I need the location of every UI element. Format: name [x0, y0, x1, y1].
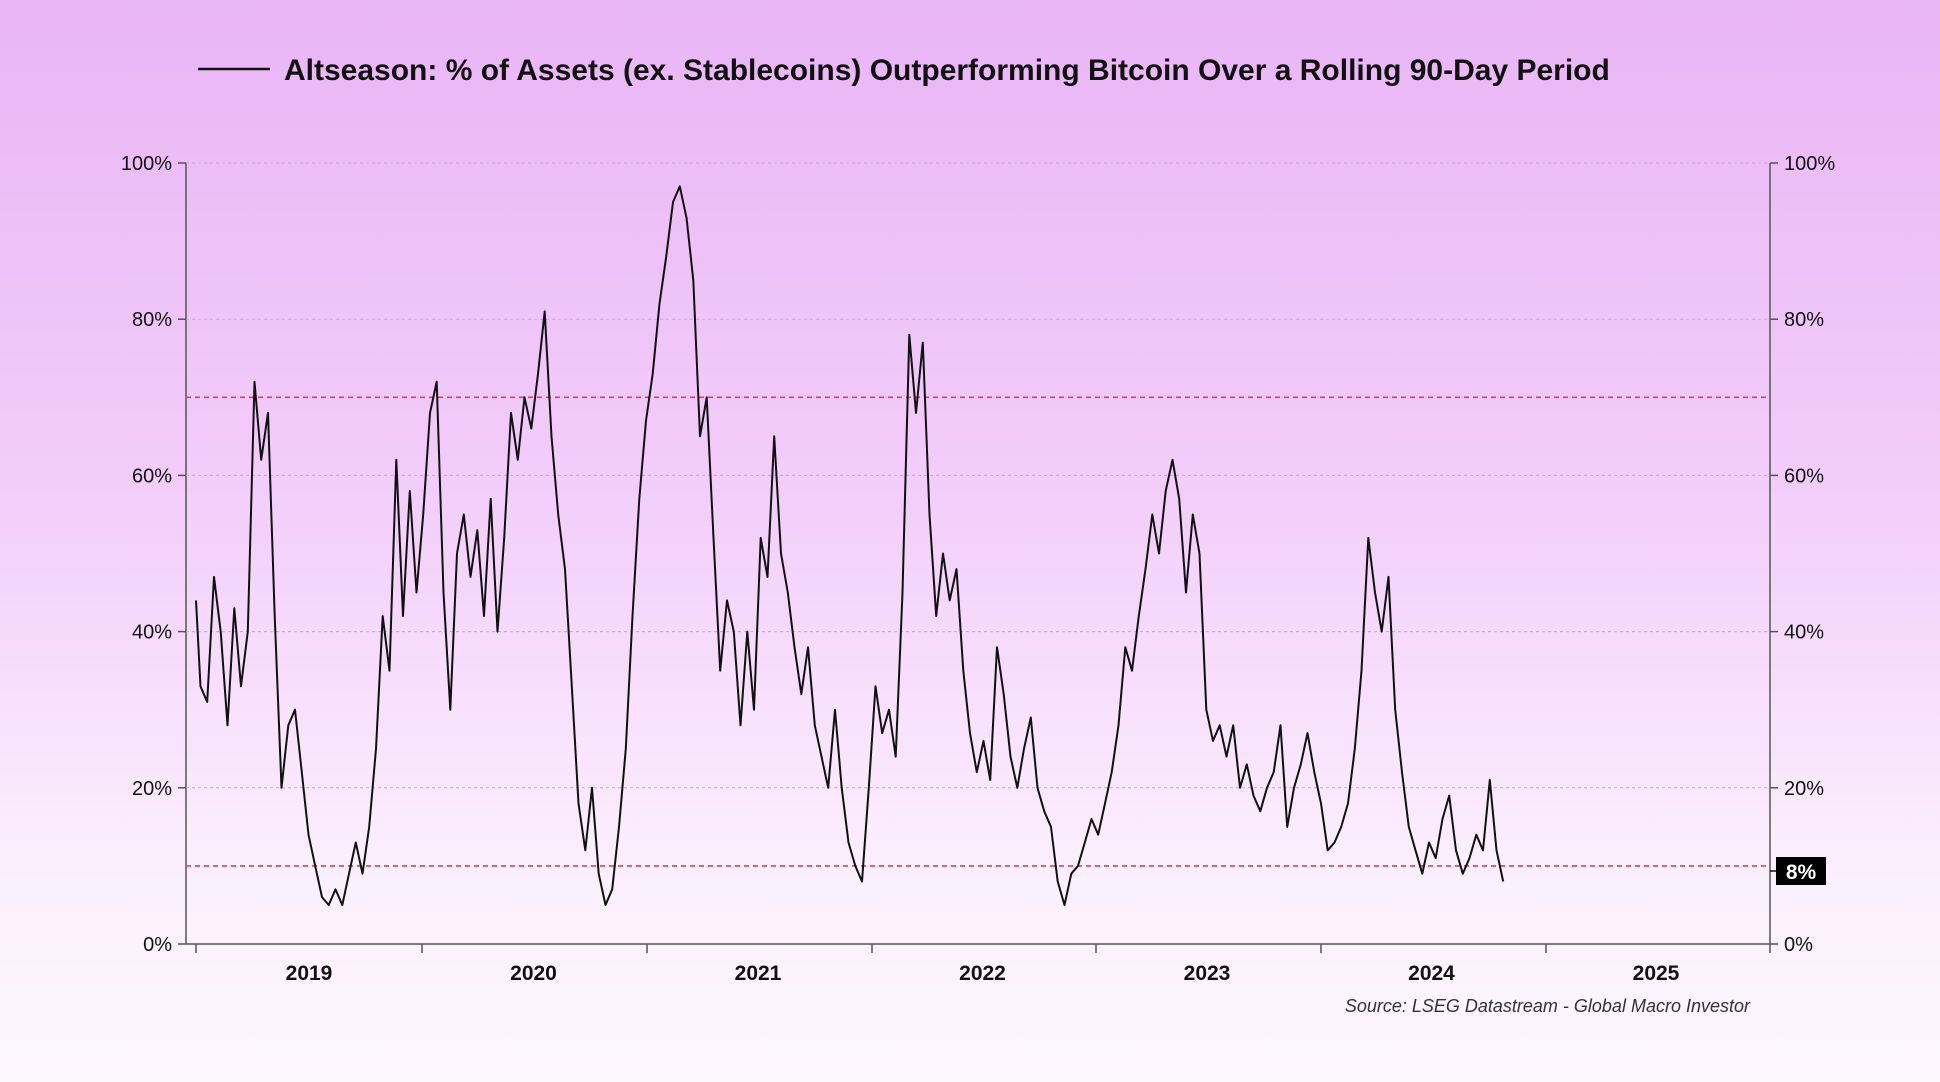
x-tick-label: 2025: [1633, 962, 1680, 985]
y-tick-label-right: 80%: [1784, 309, 1824, 331]
x-tick-label: 2022: [959, 962, 1006, 985]
x-tick-label: 2019: [286, 962, 333, 985]
y-tick-label-left: 0%: [143, 934, 172, 956]
y-tick-label-right: 0%: [1784, 934, 1813, 956]
x-tick-label: 2020: [510, 962, 557, 985]
y-tick-label-right: 20%: [1784, 778, 1824, 800]
y-tick-label-right: 60%: [1784, 465, 1824, 487]
y-ticks-left: 0% 20% 40% 60% 80% 100%: [121, 153, 186, 956]
x-tick-label: 2024: [1408, 962, 1455, 985]
x-tick-label: 2023: [1184, 962, 1231, 985]
badge-box: [1776, 857, 1826, 885]
y-ticks-right: 0% 20% 40% 60% 80% 100%: [1770, 153, 1835, 956]
y-tick-label-right: 100%: [1784, 153, 1835, 175]
y-tick-label-left: 40%: [132, 622, 172, 644]
badge-label: 8%: [1786, 861, 1817, 884]
x-tick-label: 2021: [735, 962, 782, 985]
y-tick-label-left: 100%: [121, 153, 172, 175]
gridlines: [186, 162, 1770, 789]
chart-title: Altseason: % of Assets (ex. Stablecoins)…: [284, 54, 1610, 87]
source-note: Source: LSEG Datastream - Global Macro I…: [1345, 996, 1751, 1016]
series-line: [195, 185, 1505, 906]
series-group: [195, 185, 1505, 906]
plot-area: [185, 163, 1771, 945]
y-tick-label-left: 20%: [132, 778, 172, 800]
y-tick-label-right: 40%: [1784, 622, 1824, 644]
y-tick-label-left: 80%: [132, 309, 172, 331]
x-ticks: 2019 2020 2021 2022 2023 2024 2025: [195, 944, 1771, 985]
reference-lines: [186, 396, 1770, 867]
y-tick-label-left: 60%: [132, 465, 172, 487]
last-value-badge: 8%: [1770, 857, 1826, 885]
